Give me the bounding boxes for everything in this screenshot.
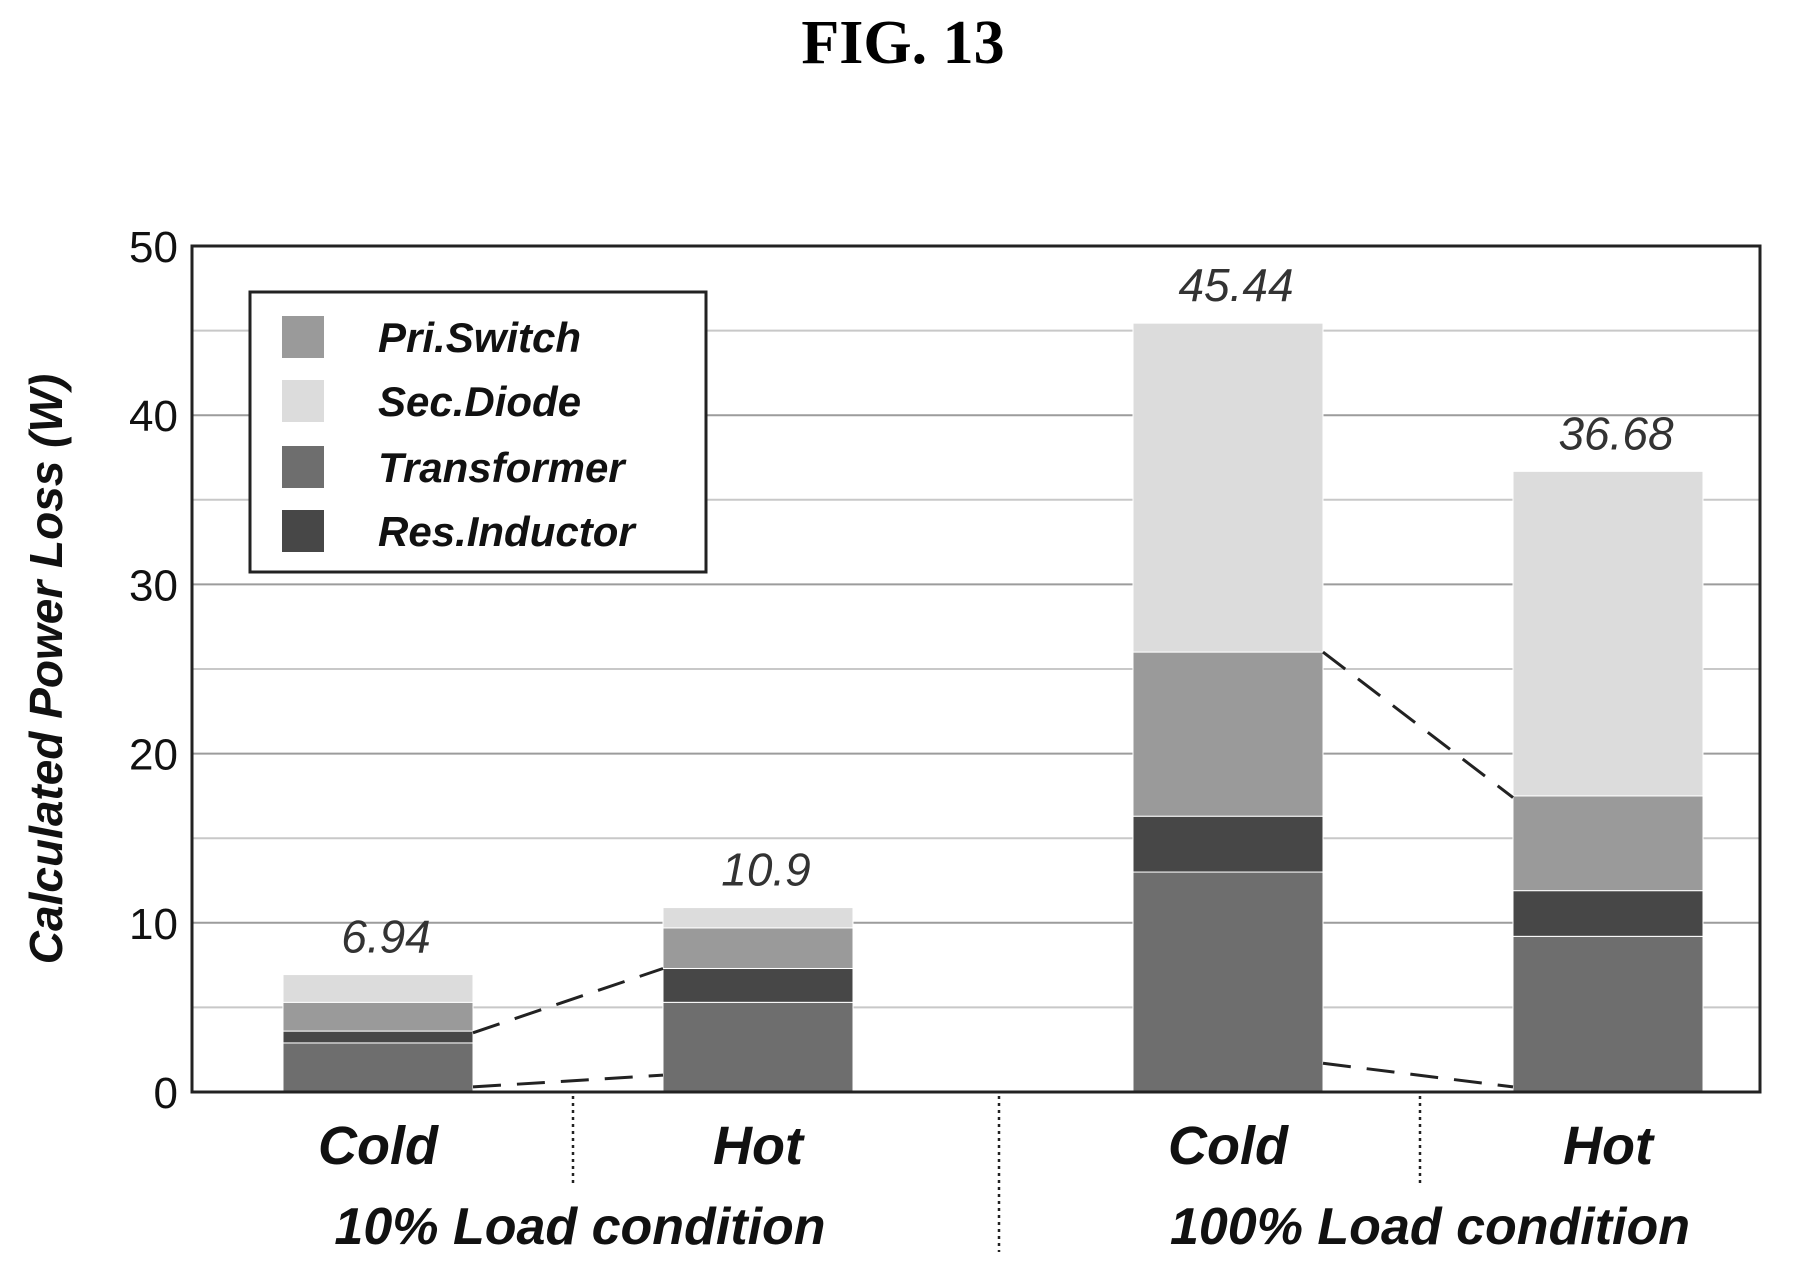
x-group-label: 100% Load condition	[1170, 1198, 1690, 1256]
bar-segment-transformer-3	[1512, 935, 1704, 1093]
bar-segment-pri-switch-1	[662, 927, 854, 969]
legend-label-sec-diode: Sec.Diode	[378, 378, 581, 425]
dashed-connector	[1322, 1061, 1514, 1089]
dashed-connector	[472, 1073, 664, 1089]
bar-segment-transformer-1	[662, 1001, 854, 1093]
bar-segment-sec-diode-2	[1132, 322, 1324, 653]
y-axis-ticks: 0 10 20 30 40 50	[129, 223, 178, 1118]
x-group-label: 10% Load condition	[334, 1198, 825, 1256]
legend-label-res-inductor: Res.Inductor	[378, 508, 637, 555]
bar-segment-pri-switch-3	[1512, 795, 1704, 892]
bar-segment-sec-diode-3	[1512, 470, 1704, 797]
y-tick-label: 50	[129, 223, 178, 272]
legend-label-transformer: Transformer	[378, 444, 627, 491]
legend-swatch-pri-switch	[282, 316, 324, 358]
legend: Pri.Switch Sec.Diode Transformer Res.Induct…	[248, 290, 708, 574]
legend-label-pri-switch: Pri.Switch	[378, 314, 581, 361]
plot-frame	[190, 244, 1762, 1094]
y-tick-label: 40	[129, 392, 178, 441]
total-labels: 6.94 10.9 45.44 36.68	[341, 259, 1674, 962]
legend-box	[248, 290, 708, 574]
bar-segment-pri-switch-2	[1132, 651, 1324, 817]
legend-swatch-res-inductor	[282, 510, 324, 552]
bar-segment-transformer-0	[282, 1042, 474, 1093]
bar-segment-transformer-2	[1132, 871, 1324, 1093]
x-category-label: Cold	[1168, 1116, 1289, 1176]
bar-segment-sec-diode-1	[662, 907, 854, 929]
bar-segment-pri-switch-0	[282, 1001, 474, 1032]
dashed-connector	[1322, 650, 1514, 799]
bar-segment-sec-diode-0	[282, 974, 474, 1003]
x-category-label: Cold	[318, 1116, 439, 1176]
bar-segment-res-inductor-3	[1512, 890, 1704, 937]
y-axis-title: Calculated Power Loss (W)	[20, 374, 72, 964]
total-label: 10.9	[721, 844, 811, 896]
y-tick-label: 20	[129, 731, 178, 780]
legend-swatch-transformer	[282, 446, 324, 488]
bar-segment-res-inductor-2	[1132, 815, 1324, 873]
bar-segment-res-inductor-1	[662, 967, 854, 1003]
y-tick-label: 0	[154, 1069, 178, 1118]
y-tick-label: 30	[129, 561, 178, 610]
total-label: 45.44	[1178, 259, 1293, 311]
y-tick-label: 10	[129, 900, 178, 949]
dashed-connector	[472, 967, 664, 1035]
x-category-label: Hot	[713, 1116, 805, 1176]
dashed-connectors	[472, 650, 1514, 1089]
x-axis-labels: Cold Hot Cold Hot 10% Load condition 100% Loa…	[318, 1096, 1690, 1256]
bar-segment-res-inductor-0	[282, 1030, 474, 1044]
legend-swatch-sec-diode	[282, 380, 324, 422]
x-category-label: Hot	[1563, 1116, 1655, 1176]
figure-title: FIG. 13	[801, 9, 1005, 77]
total-label: 36.68	[1558, 407, 1674, 459]
total-label: 6.94	[341, 911, 431, 963]
bars	[282, 322, 1704, 1093]
